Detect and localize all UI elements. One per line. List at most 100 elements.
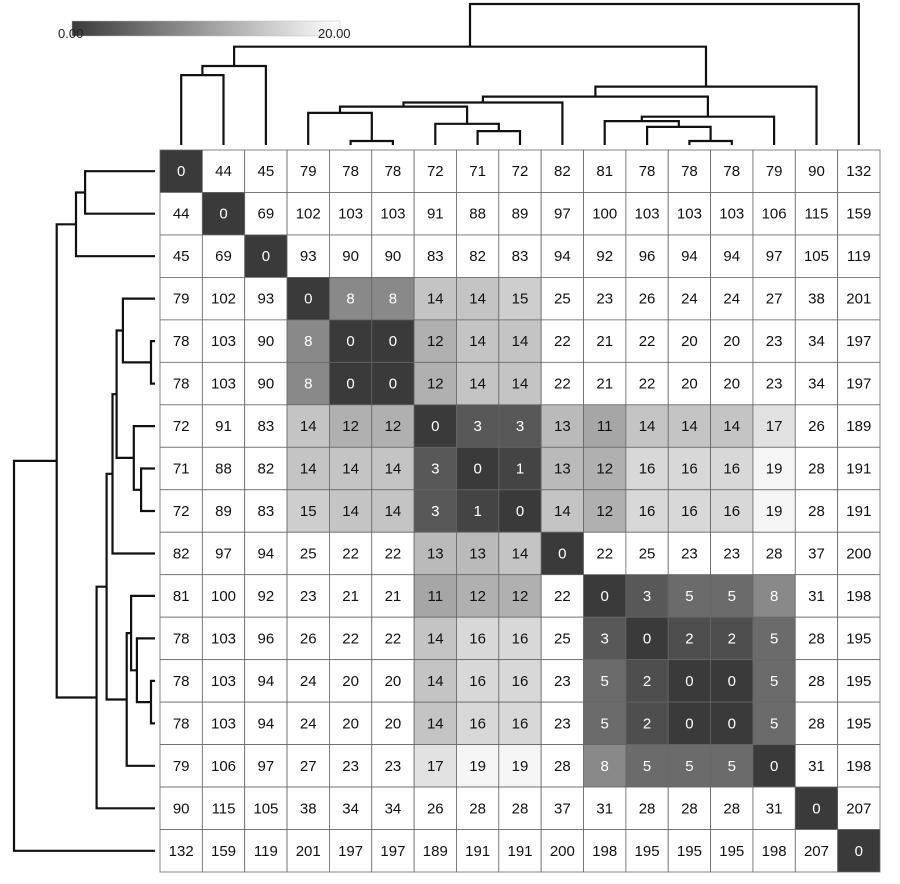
heatmap-cell-label: 38 bbox=[808, 291, 825, 308]
heatmap-cell-label: 83 bbox=[258, 503, 275, 520]
heatmap-cell-label: 28 bbox=[512, 800, 529, 817]
heatmap-cell bbox=[371, 361, 415, 406]
heatmap-cell bbox=[329, 531, 373, 576]
heatmap-cell-label: 78 bbox=[723, 163, 740, 180]
heatmap-cell-label: 189 bbox=[423, 843, 448, 860]
heatmap-cell-label: 79 bbox=[173, 758, 190, 775]
heatmap-cell-label: 1 bbox=[473, 503, 481, 520]
heatmap-cell-label: 78 bbox=[342, 163, 359, 180]
heatmap-cell-label: 103 bbox=[677, 206, 702, 223]
heatmap-cell-label: 14 bbox=[512, 376, 529, 393]
heatmap-cell-label: 198 bbox=[592, 843, 617, 860]
heatmap-cell-label: 0 bbox=[389, 333, 397, 350]
heatmap-cell bbox=[837, 531, 881, 576]
heatmap-cell-label: 14 bbox=[554, 503, 571, 520]
heatmap-cell bbox=[794, 574, 839, 618]
heatmap-cell bbox=[159, 701, 203, 745]
heatmap-cell-label: 20 bbox=[723, 376, 740, 393]
heatmap-cell-label: 90 bbox=[258, 376, 275, 393]
heatmap-cell bbox=[540, 659, 584, 703]
heatmap-cell bbox=[837, 234, 881, 278]
heatmap-cell bbox=[625, 446, 669, 491]
heatmap-cell bbox=[159, 531, 203, 576]
heatmap-cell-label: 72 bbox=[173, 418, 190, 435]
heatmap-cell bbox=[286, 574, 330, 618]
heatmap-cell-label: 22 bbox=[639, 376, 656, 393]
dendrogram-branch bbox=[233, 45, 708, 87]
dendrogram-branch bbox=[468, 2, 860, 145]
dendrogram-branch bbox=[180, 74, 225, 145]
heatmap-cell bbox=[201, 531, 246, 576]
heatmap-cell-label: 28 bbox=[681, 800, 698, 817]
heatmap-cell-label: 16 bbox=[681, 503, 698, 520]
heatmap-cell bbox=[667, 277, 711, 321]
heatmap-cell bbox=[371, 319, 415, 363]
heatmap-cell bbox=[286, 531, 330, 576]
heatmap-cell-label: 37 bbox=[554, 800, 571, 817]
dendrogram-branch bbox=[646, 125, 712, 145]
heatmap-cell-label: 0 bbox=[346, 376, 354, 393]
heatmap-cell-label: 119 bbox=[254, 843, 278, 860]
heatmap-cell bbox=[456, 234, 500, 278]
heatmap-cell bbox=[371, 531, 415, 576]
heatmap-cell bbox=[583, 489, 627, 533]
heatmap-cell bbox=[371, 659, 415, 703]
dendrogram-branch bbox=[688, 139, 733, 145]
heatmap-cell-label: 14 bbox=[512, 545, 529, 562]
heatmap-cell bbox=[201, 404, 246, 448]
heatmap-cell-label: 28 bbox=[469, 800, 486, 817]
heatmap-cell bbox=[456, 277, 500, 321]
heatmap-cell bbox=[837, 404, 881, 448]
heatmap-cell-label: 83 bbox=[512, 248, 529, 265]
heatmap-cell-label: 20 bbox=[342, 673, 359, 690]
heatmap-cell bbox=[201, 701, 246, 745]
heatmap-cell-label: 3 bbox=[643, 588, 651, 605]
heatmap-cell-label: 93 bbox=[258, 291, 275, 308]
heatmap-cell-label: 96 bbox=[258, 630, 275, 647]
heatmap-cell-label: 31 bbox=[596, 800, 613, 817]
heatmap-cell-label: 94 bbox=[258, 673, 275, 690]
heatmap-cell bbox=[667, 361, 711, 406]
heatmap-cell-label: 5 bbox=[601, 715, 609, 732]
heatmap-cell-label: 23 bbox=[766, 376, 783, 393]
heatmap-cell-label: 14 bbox=[639, 418, 656, 435]
heatmap-cell-label: 159 bbox=[211, 843, 236, 860]
heatmap-cell-label: 14 bbox=[385, 503, 402, 520]
heatmap-cell bbox=[710, 361, 754, 406]
heatmap-cell bbox=[540, 234, 584, 278]
heatmap-cell bbox=[583, 404, 627, 448]
heatmap-cell bbox=[498, 361, 542, 406]
heatmap-cell-label: 20 bbox=[385, 673, 402, 690]
heatmap-cell bbox=[837, 319, 881, 363]
heatmap-cell-label: 103 bbox=[211, 333, 236, 350]
heatmap-cell bbox=[413, 786, 457, 830]
heatmap-cell-label: 88 bbox=[215, 461, 232, 478]
heatmap-cell-label: 8 bbox=[304, 333, 312, 350]
heatmap-cell-label: 21 bbox=[342, 588, 359, 605]
heatmap-cell-label: 3 bbox=[516, 418, 524, 435]
heatmap-cell-label: 89 bbox=[512, 206, 529, 223]
dendrogram-branch bbox=[349, 139, 394, 145]
heatmap-cell-label: 106 bbox=[762, 206, 787, 223]
heatmap-cell-label: 91 bbox=[215, 418, 232, 435]
heatmap-cell bbox=[371, 277, 415, 321]
heatmap-cell-label: 23 bbox=[596, 291, 613, 308]
heatmap-cell bbox=[752, 446, 796, 491]
heatmap-cell-label: 82 bbox=[554, 163, 571, 180]
heatmap-cell bbox=[710, 574, 754, 618]
heatmap-cell-label: 195 bbox=[677, 843, 702, 860]
heatmap-cell bbox=[752, 531, 796, 576]
dendrogram-branch bbox=[201, 64, 267, 145]
heatmap-cell bbox=[583, 829, 627, 873]
heatmap-cell bbox=[201, 277, 246, 321]
heatmap-cell-label: 8 bbox=[601, 758, 609, 775]
heatmap-cell-label: 28 bbox=[766, 545, 783, 562]
heatmap-cell-label: 5 bbox=[728, 588, 736, 605]
heatmap-cell-label: 34 bbox=[385, 800, 402, 817]
heatmap-cell-label: 189 bbox=[846, 418, 871, 435]
heatmap-cell-label: 14 bbox=[300, 418, 317, 435]
heatmap-cell-label: 14 bbox=[681, 418, 698, 435]
heatmap-cell-label: 24 bbox=[300, 673, 317, 690]
heatmap-cell-label: 106 bbox=[211, 758, 236, 775]
heatmap-cell-label: 12 bbox=[512, 588, 529, 605]
